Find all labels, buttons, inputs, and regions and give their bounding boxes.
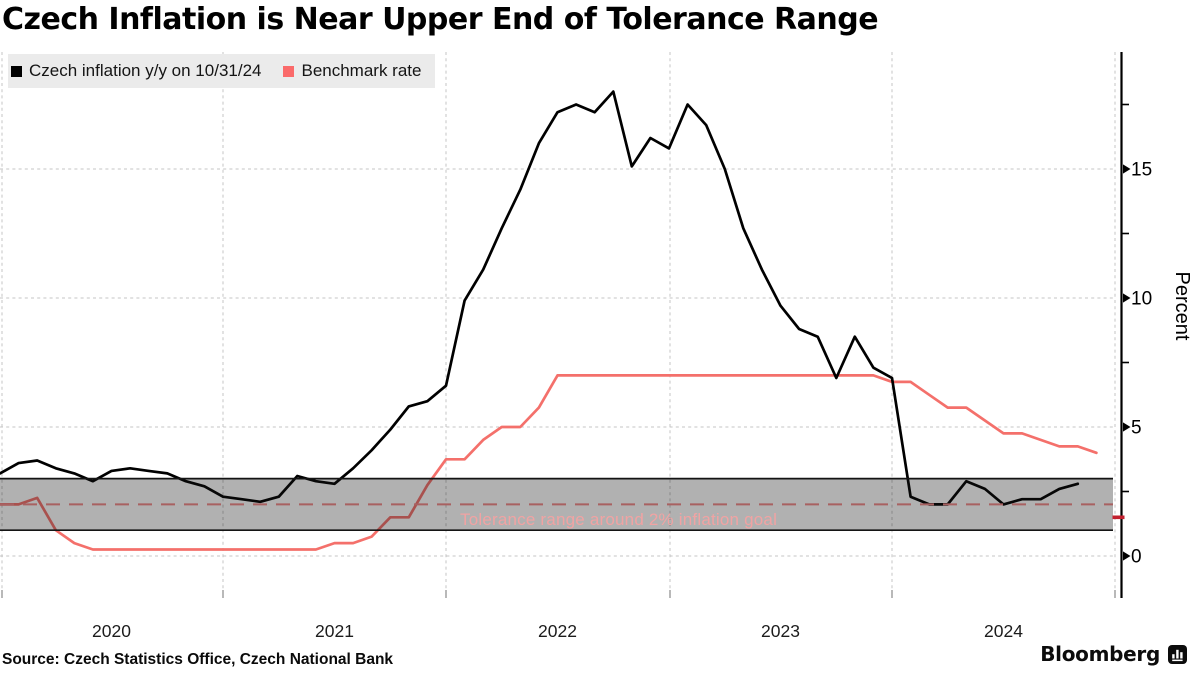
x-tick-label-2021: 2021: [315, 621, 354, 641]
legend-item-inflation: Czech inflation y/y on 10/31/24: [11, 61, 261, 81]
legend-label-inflation: Czech inflation y/y on 10/31/24: [29, 61, 262, 80]
x-tick-label-2024: 2024: [984, 621, 1023, 641]
y-tick-label-0: 0: [1131, 547, 1142, 568]
benchmark-series-swatch: [283, 65, 295, 77]
y-tick-label-10: 10: [1131, 289, 1152, 310]
benchmark-axis-marker: [1112, 515, 1125, 520]
bloomberg-logo: Bloomberg: [1040, 642, 1187, 666]
x-tick-label-2023: 2023: [761, 621, 800, 641]
y-tick-label-15: 15: [1131, 160, 1152, 181]
y-major-tick: [1123, 551, 1131, 561]
source-note: Source: Czech Statistics Office, Czech N…: [2, 651, 394, 668]
y-tick-label-5: 5: [1131, 418, 1142, 439]
legend-item-benchmark: Benchmark rate: [283, 61, 421, 81]
series-benchmark: [0, 374, 1098, 551]
y-major-tick: [1123, 293, 1131, 303]
x-tick-label-2020: 2020: [92, 621, 131, 641]
chart-title: Czech Inflation is Near Upper End of Tol…: [2, 2, 879, 37]
bar-chart-icon: [1168, 644, 1187, 664]
inflation-series-swatch: [11, 65, 22, 77]
y-major-tick: [1123, 164, 1131, 174]
legend: Czech inflation y/y on 10/31/24 Benchmar…: [8, 54, 436, 88]
tolerance-band-label: Tolerance range around 2% inflation goal: [460, 510, 777, 529]
percent-axis-label: Percent: [1171, 272, 1193, 341]
bloomberg-wordmark: Bloomberg: [1040, 642, 1160, 666]
y-major-tick: [1123, 422, 1131, 432]
legend-label-benchmark: Benchmark rate: [301, 61, 422, 80]
x-tick-label-2022: 2022: [538, 621, 577, 641]
